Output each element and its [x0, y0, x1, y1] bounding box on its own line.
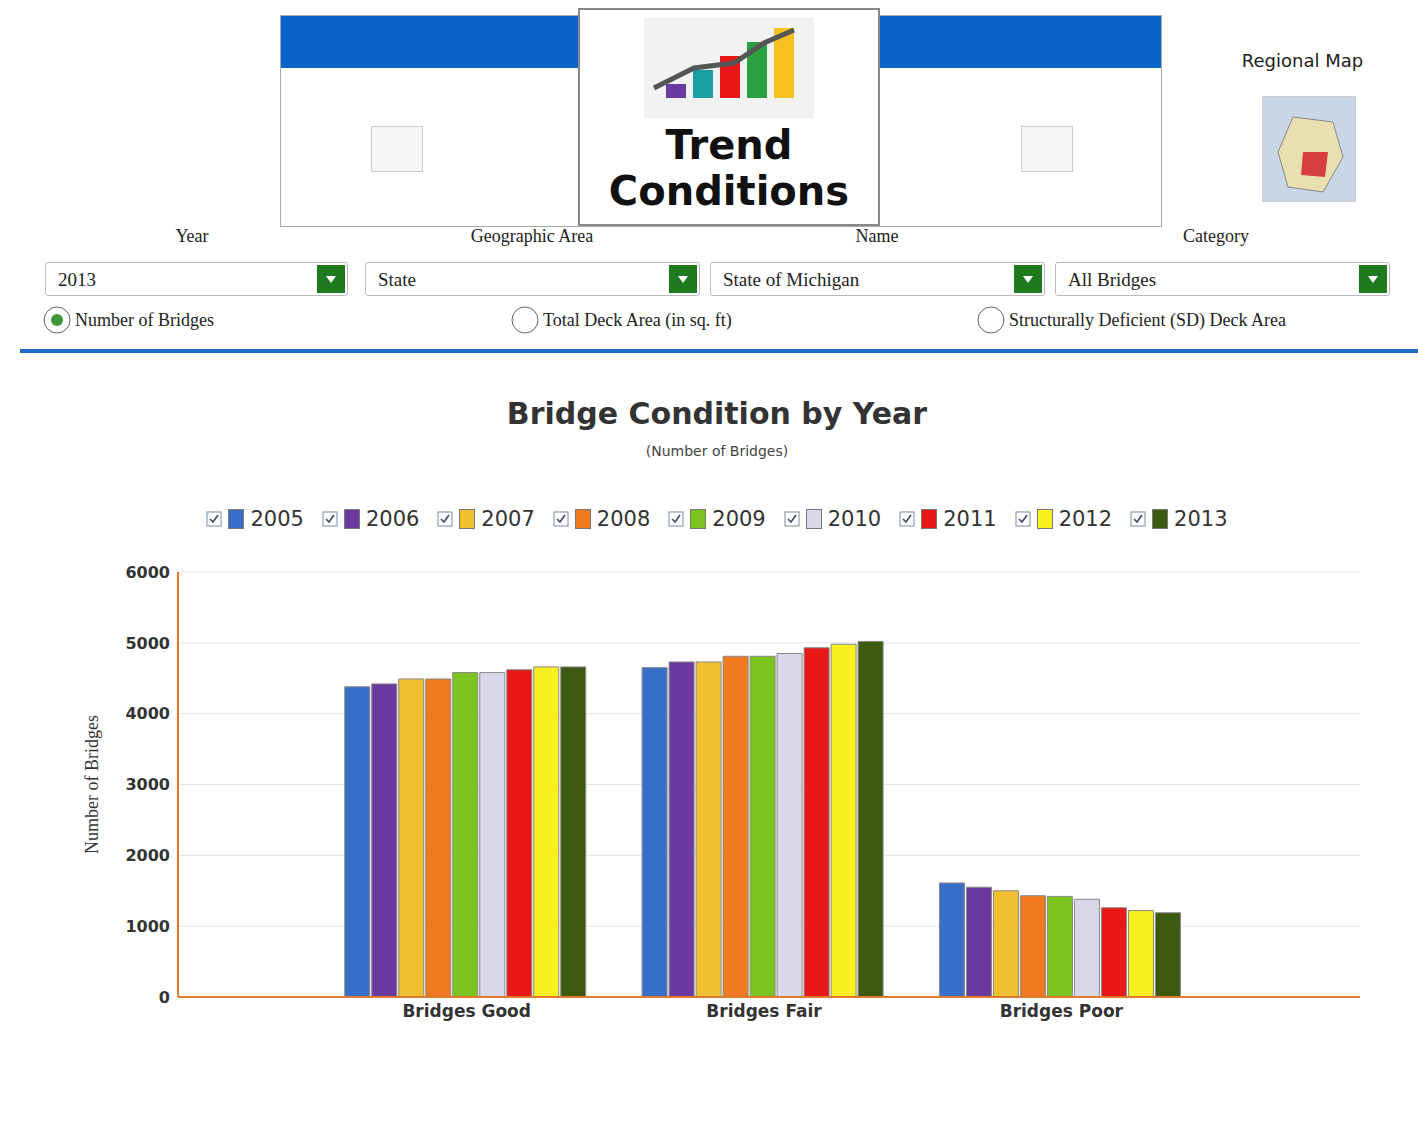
- svg-text:Number of Bridges: Number of Bridges: [82, 715, 102, 854]
- svg-text:5000: 5000: [125, 634, 170, 653]
- html-text:All Bridges: All Bridges: [1068, 269, 1157, 290]
- html-text:Geographic Area: Geographic Area: [470, 226, 594, 246]
- svg-text:2000: 2000: [125, 846, 170, 865]
- svg-text:6000: 6000: [125, 563, 170, 582]
- html-text:State of Michigan: State of Michigan: [723, 269, 860, 290]
- svg-text:1000: 1000: [125, 917, 170, 936]
- html-text:Bridge Condition by Year: Bridge Condition by Year: [506, 396, 928, 431]
- svg-text:Bridges Fair: Bridges Fair: [706, 1001, 822, 1021]
- html-text:State: State: [378, 269, 416, 290]
- html-text:Category: Category: [1183, 226, 1249, 246]
- html-text:2008: 2008: [596, 507, 651, 531]
- html-text:2013: 2013: [1174, 507, 1228, 531]
- html-text:2013: 2013: [58, 269, 96, 290]
- html-text:2006: 2006: [365, 507, 420, 531]
- html-text:Number of Bridges: Number of Bridges: [75, 309, 214, 330]
- html-text:2010: 2010: [827, 507, 882, 531]
- html-text:2011: 2011: [943, 507, 997, 531]
- svg-text:4000: 4000: [125, 704, 170, 723]
- html-text:Regional Map: Regional Map: [1241, 50, 1364, 71]
- html-text:2012: 2012: [1058, 507, 1113, 531]
- html-text:Year: Year: [175, 226, 209, 246]
- svg-text:3000: 3000: [125, 775, 170, 794]
- svg-text:Bridges Poor: Bridges Poor: [1000, 1001, 1124, 1021]
- html-text:Structurally Deficient (SD) De: Structurally Deficient (SD) Deck Area: [1009, 309, 1286, 330]
- html-text:Trend Conditions: Trend Conditions: [608, 122, 850, 214]
- html-text:Total Deck Area (in sq. ft): Total Deck Area (in sq. ft): [543, 309, 732, 330]
- svg-text:0: 0: [159, 988, 170, 1007]
- html-text:(Number of Bridges): (Number of Bridges): [645, 443, 789, 459]
- html-text:2007: 2007: [481, 507, 535, 531]
- html-text:2005: 2005: [250, 507, 304, 531]
- svg-text:Bridges Good: Bridges Good: [402, 1001, 531, 1021]
- html-text:2009: 2009: [712, 507, 766, 531]
- html-text:Name: Name: [855, 226, 899, 246]
